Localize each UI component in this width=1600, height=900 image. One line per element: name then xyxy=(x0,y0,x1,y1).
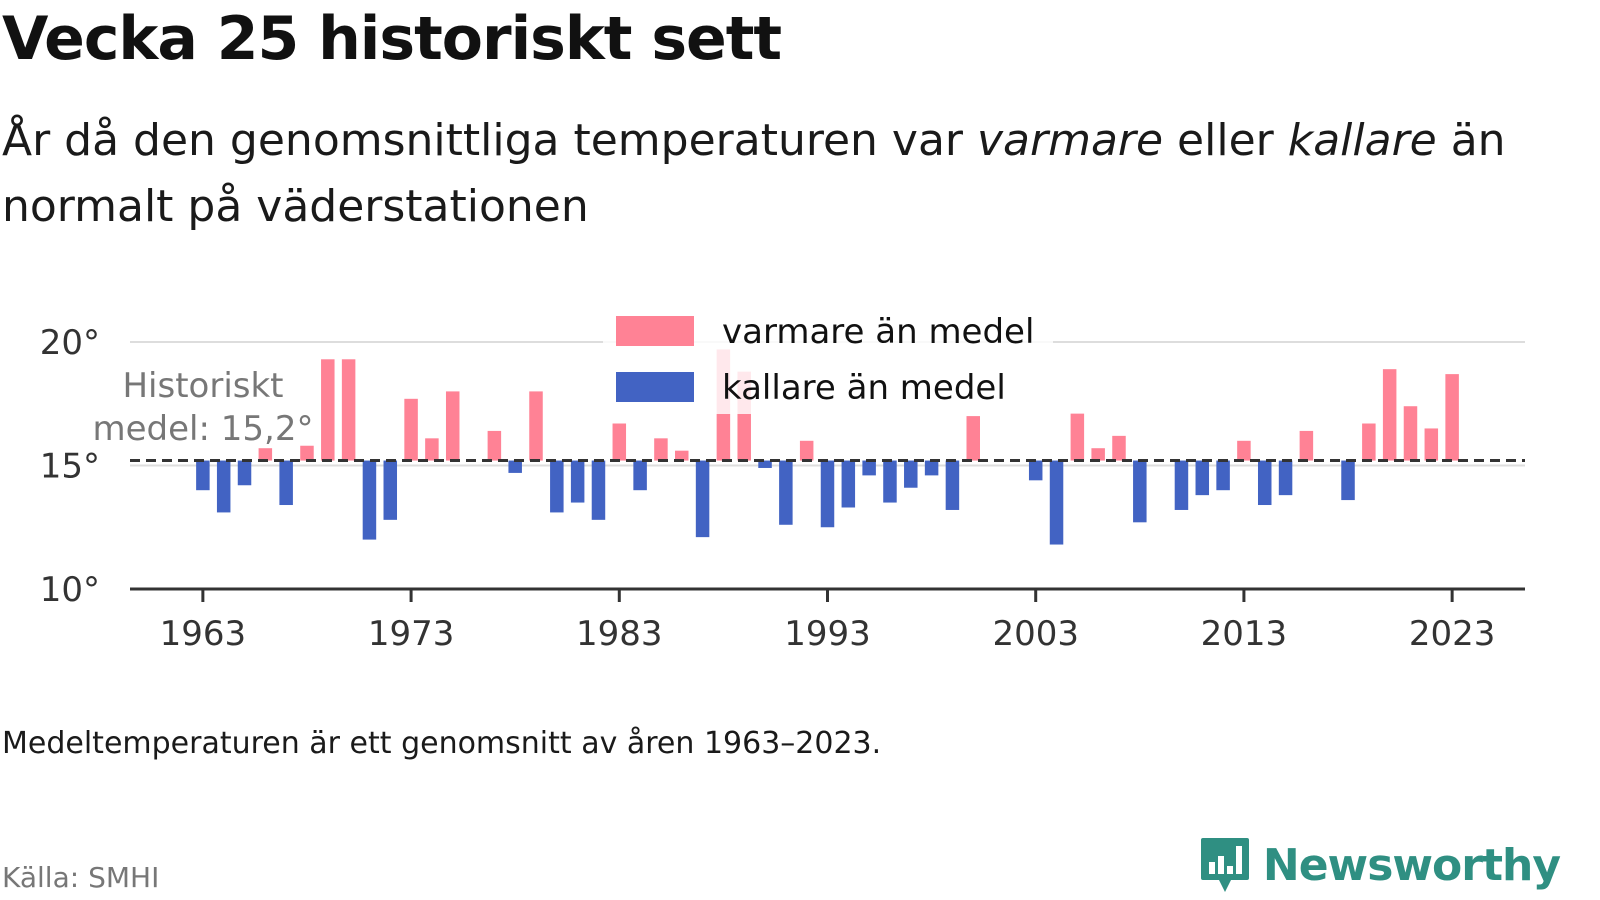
legend-swatch-cold xyxy=(616,372,694,402)
bar-cold xyxy=(820,460,835,528)
subtitle-cold-word: kallare xyxy=(1287,115,1437,166)
subtitle-text-1: År då den genomsnittliga temperaturen va… xyxy=(2,115,977,166)
bar-cold xyxy=(758,460,772,468)
bar-cold xyxy=(1216,460,1230,491)
bar-cold xyxy=(591,460,606,520)
subtitle-warm-word: varmare xyxy=(976,115,1164,166)
bar-cold xyxy=(362,460,377,540)
bar-cold xyxy=(633,460,647,491)
bar-cold xyxy=(1133,460,1147,523)
bar-warm xyxy=(487,430,502,461)
bar-warm xyxy=(799,440,814,461)
bar-warm xyxy=(675,450,689,461)
bar-warm xyxy=(1403,406,1418,461)
bar-warm xyxy=(1237,440,1251,461)
bar-warm xyxy=(966,416,980,461)
footnote: Medeltemperaturen är ett genomsnitt av å… xyxy=(2,726,882,761)
bar-warm xyxy=(529,391,543,461)
subtitle-text-3: än normalt på väderstationen xyxy=(2,115,1506,232)
bar-cold xyxy=(1341,460,1355,501)
bar-cold xyxy=(1195,460,1210,496)
bar-cold xyxy=(508,460,522,473)
bar-warm xyxy=(1112,435,1126,461)
mean-label-line2: medel: 15,2° xyxy=(93,409,314,449)
bar-warm xyxy=(300,445,314,461)
bar-cold xyxy=(1028,460,1043,481)
bar-cold xyxy=(1278,460,1293,496)
axes: 10° 15° 20° 1963 1973 1983 1993 2003 2013 2023 xyxy=(40,323,1525,654)
y-tick-label: 15° xyxy=(40,447,100,487)
mean-label-line1: Historiskt xyxy=(122,366,283,406)
x-tick-label: 2023 xyxy=(1409,614,1496,654)
x-tick-label: 1993 xyxy=(784,614,871,654)
bar-cold xyxy=(883,460,897,503)
legend-swatch-warm xyxy=(616,316,694,346)
bar-cold xyxy=(1174,460,1189,510)
bar-warm xyxy=(1382,369,1397,461)
brand-logo: Newsworthy xyxy=(1199,836,1561,894)
bar-cold xyxy=(1257,460,1272,506)
bar-warm xyxy=(425,438,439,461)
bar-cold xyxy=(695,460,710,538)
bar-warm xyxy=(258,448,273,461)
bar-cold xyxy=(196,460,210,491)
bar-cold xyxy=(550,460,564,513)
bar-warm xyxy=(1091,448,1105,461)
bar-warm xyxy=(404,398,418,461)
bar-cold xyxy=(279,460,293,506)
x-tick-label: 2003 xyxy=(992,614,1079,654)
y-tick-label: 20° xyxy=(40,323,100,363)
bar-cold xyxy=(862,460,876,476)
bar-warm xyxy=(341,359,356,461)
chart-title: Vecka 25 historiskt sett xyxy=(2,4,782,74)
bar-warm xyxy=(1445,374,1459,461)
bar-warm xyxy=(654,438,668,461)
bar-cold xyxy=(216,460,231,513)
bar-warm xyxy=(1070,413,1085,461)
newsworthy-logo-icon xyxy=(1200,838,1249,892)
bar-warm xyxy=(445,391,460,461)
x-tick-label: 1963 xyxy=(160,614,247,654)
bar-cold xyxy=(904,460,918,488)
bar-cold xyxy=(945,460,960,510)
bar-cold xyxy=(841,460,856,508)
x-tick-label: 2013 xyxy=(1201,614,1288,654)
bar-cold xyxy=(570,460,585,503)
chart-subtitle: År då den genomsnittliga temperaturen va… xyxy=(2,108,1562,240)
bar-cold xyxy=(237,460,252,486)
bar-warm xyxy=(321,359,335,461)
brand-name: Newsworthy xyxy=(1262,839,1561,891)
legend-label-warm: varmare än medel xyxy=(722,312,1034,352)
legend: varmare än medel kallare än medel xyxy=(603,306,1053,414)
subtitle-text-2: eller xyxy=(1163,115,1288,166)
bar-warm xyxy=(1299,430,1314,461)
y-tick-label: 10° xyxy=(40,570,100,610)
bar-warm xyxy=(1424,428,1439,461)
bar-warm xyxy=(612,423,627,461)
bar-cold xyxy=(1049,460,1064,545)
bar-cold xyxy=(924,460,939,476)
x-tick-label: 1973 xyxy=(368,614,455,654)
bar-cold xyxy=(383,460,398,520)
bar-warm xyxy=(1362,423,1376,461)
source-credit: Källa: SMHI xyxy=(2,861,160,894)
legend-label-cold: kallare än medel xyxy=(722,368,1006,408)
bar-cold xyxy=(779,460,793,525)
x-tick-label: 1983 xyxy=(576,614,663,654)
